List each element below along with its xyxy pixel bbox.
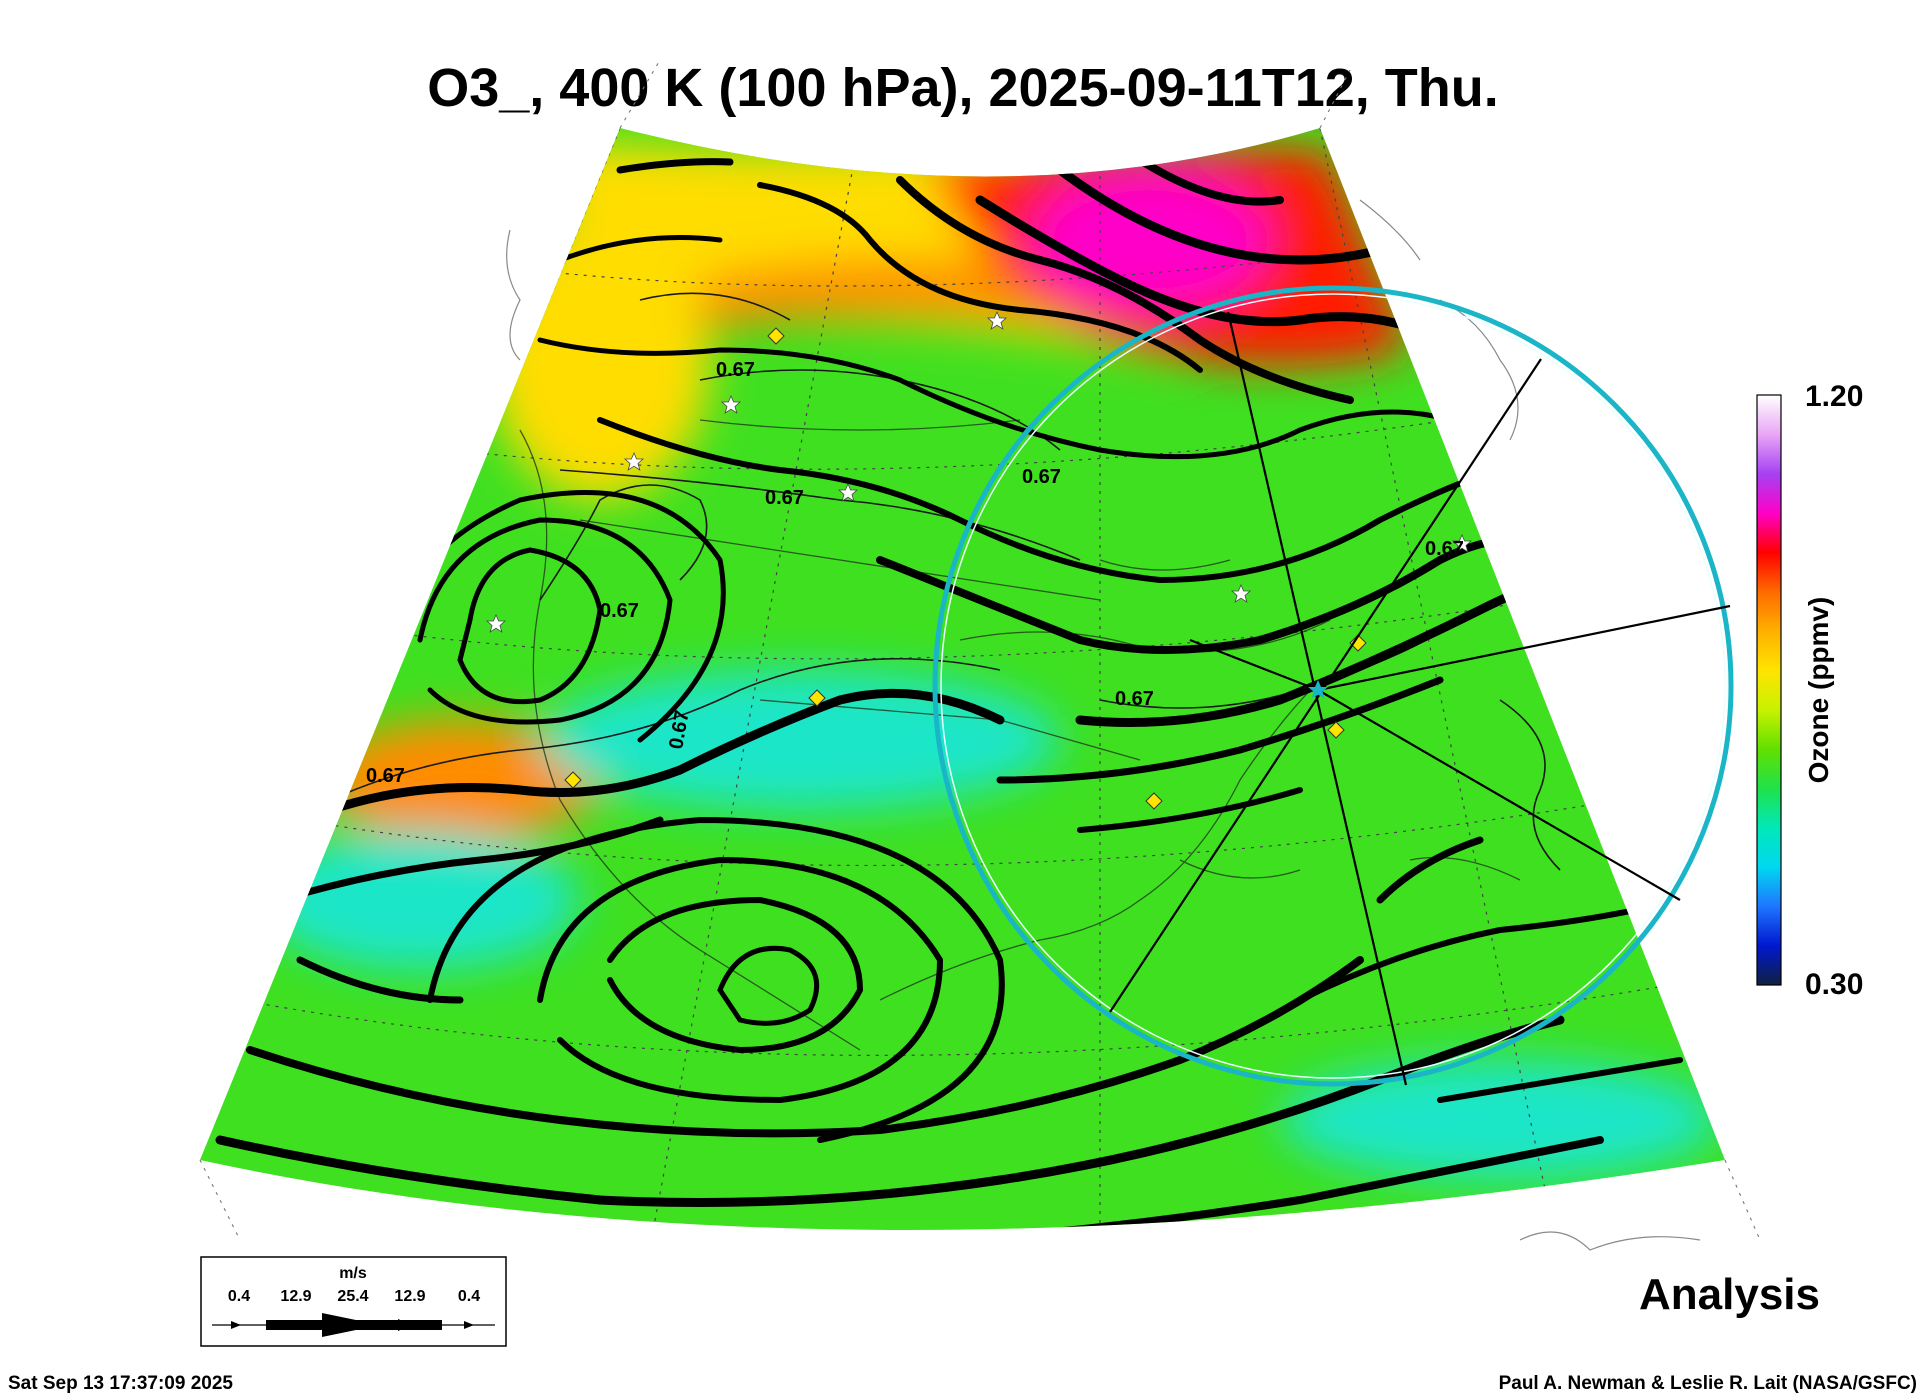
contour-label: 0.67: [1022, 466, 1061, 488]
streamline: [457, 547, 603, 705]
chart-title: O3_, 400 K (100 hPa), 2025-09-11T12, Thu…: [427, 58, 1499, 118]
streamline: [325, 688, 1005, 815]
contour-label: 0.67: [765, 487, 804, 509]
diamond-marker: [767, 327, 785, 345]
streamline: [1136, 156, 1284, 206]
streamline: [757, 182, 1203, 373]
streamline: [557, 235, 723, 263]
streamline: [1376, 836, 1484, 904]
wind-legend-arrow: [464, 1321, 474, 1329]
wind-legend-value: 0.4: [458, 1288, 480, 1305]
star-marker: [720, 394, 742, 414]
analysis-label: Analysis: [1639, 1270, 1820, 1319]
wind-streamlines: [215, 156, 1683, 1230]
streamline: [427, 816, 1005, 1143]
streamline: [1075, 575, 1555, 727]
diamond-marker: [564, 771, 582, 789]
wind-legend-value: 0.4: [228, 1288, 250, 1305]
colorbar-title: Ozone (ppmv): [1803, 597, 1834, 784]
diamond-marker: [808, 689, 826, 707]
field-patch-cyan-southwest: [260, 830, 580, 970]
field-patch-cyan-se: [1280, 1060, 1720, 1180]
colorbar: 1.20 0.30 Ozone (ppmv): [1756, 380, 1863, 1001]
star-marker: [623, 451, 645, 471]
diamond-marker: [1145, 792, 1163, 810]
outer-coastlines: [506, 199, 1701, 1251]
contour-label: 0.67: [716, 359, 755, 381]
coastlines: [519, 419, 1521, 1051]
field-patch-orange-sw: [320, 720, 600, 840]
contour-label: 0.67: [600, 600, 639, 622]
contour-label: 0.67: [366, 765, 405, 787]
streamline: [1437, 1057, 1683, 1103]
streamline: [597, 417, 1503, 584]
contour-label: 0.67: [1115, 688, 1154, 710]
streamline: [537, 337, 1453, 460]
streamline: [1077, 787, 1303, 833]
diamond-marker: [1327, 721, 1345, 739]
center-star-icon: [1308, 680, 1328, 699]
footer-credit: Paul A. Newman & Leslie R. Lait (NASA/GS…: [1499, 1373, 1917, 1394]
star-marker: [837, 482, 859, 502]
field-patch-yellow-west: [490, 220, 710, 500]
vortex-reference-circle: [932, 285, 1734, 1087]
cross-section-lines: [1109, 311, 1731, 1086]
streamline: [876, 536, 1514, 654]
outer-graticule: [199, 59, 1761, 1241]
streamline: [607, 896, 864, 1054]
star-marker: [1451, 533, 1473, 553]
colorbar-bar: [1756, 394, 1782, 986]
star-marker: [986, 310, 1008, 330]
wind-speed-legend: m/s 0.4 12.9 25.4 12.9 0.4: [200, 1256, 507, 1347]
streamline: [616, 158, 734, 174]
diamond-marker: [1349, 634, 1367, 652]
streamline: [717, 945, 820, 1026]
streamline: [296, 956, 464, 1004]
streamline: [896, 176, 1354, 404]
footer-timestamp: Sat Sep 13 17:37:09 2025: [8, 1373, 233, 1394]
wind-legend-value: 12.9: [280, 1288, 311, 1305]
streamline: [417, 517, 673, 725]
streamline: [246, 956, 1364, 1138]
streamline: [996, 676, 1444, 784]
star-marker: [1230, 583, 1252, 603]
wind-legend-arrow: [322, 1313, 380, 1337]
streamline: [1055, 165, 1385, 265]
station-stars: [485, 310, 1473, 633]
wind-legend-arrow: [398, 1319, 412, 1331]
streamline: [975, 195, 1425, 335]
star-marker: [485, 613, 507, 633]
wind-legend-value: 25.4: [337, 1288, 368, 1305]
streamline: [1297, 897, 1683, 1003]
contour-value-labels: 0.67 0.67 0.67 0.67 0.67 0.67 0.67 0.67: [366, 359, 1464, 787]
contour-label: 0.67: [1425, 538, 1464, 560]
wind-legend-box: [200, 1256, 507, 1347]
wind-legend-value: 12.9: [394, 1288, 425, 1305]
colorbar-max-label: 1.20: [1805, 380, 1863, 413]
ozone-field: 0.67 0.67 0.67 0.67 0.67 0.67 0.67 0.67: [200, 128, 1725, 1230]
colorbar-min-label: 0.30: [1805, 968, 1863, 1001]
wind-legend-unit: m/s: [339, 1265, 367, 1282]
wind-legend-arrow: [231, 1321, 241, 1329]
streamline: [537, 856, 944, 1104]
station-diamonds: [564, 327, 1367, 810]
streamline: [346, 1136, 1604, 1230]
